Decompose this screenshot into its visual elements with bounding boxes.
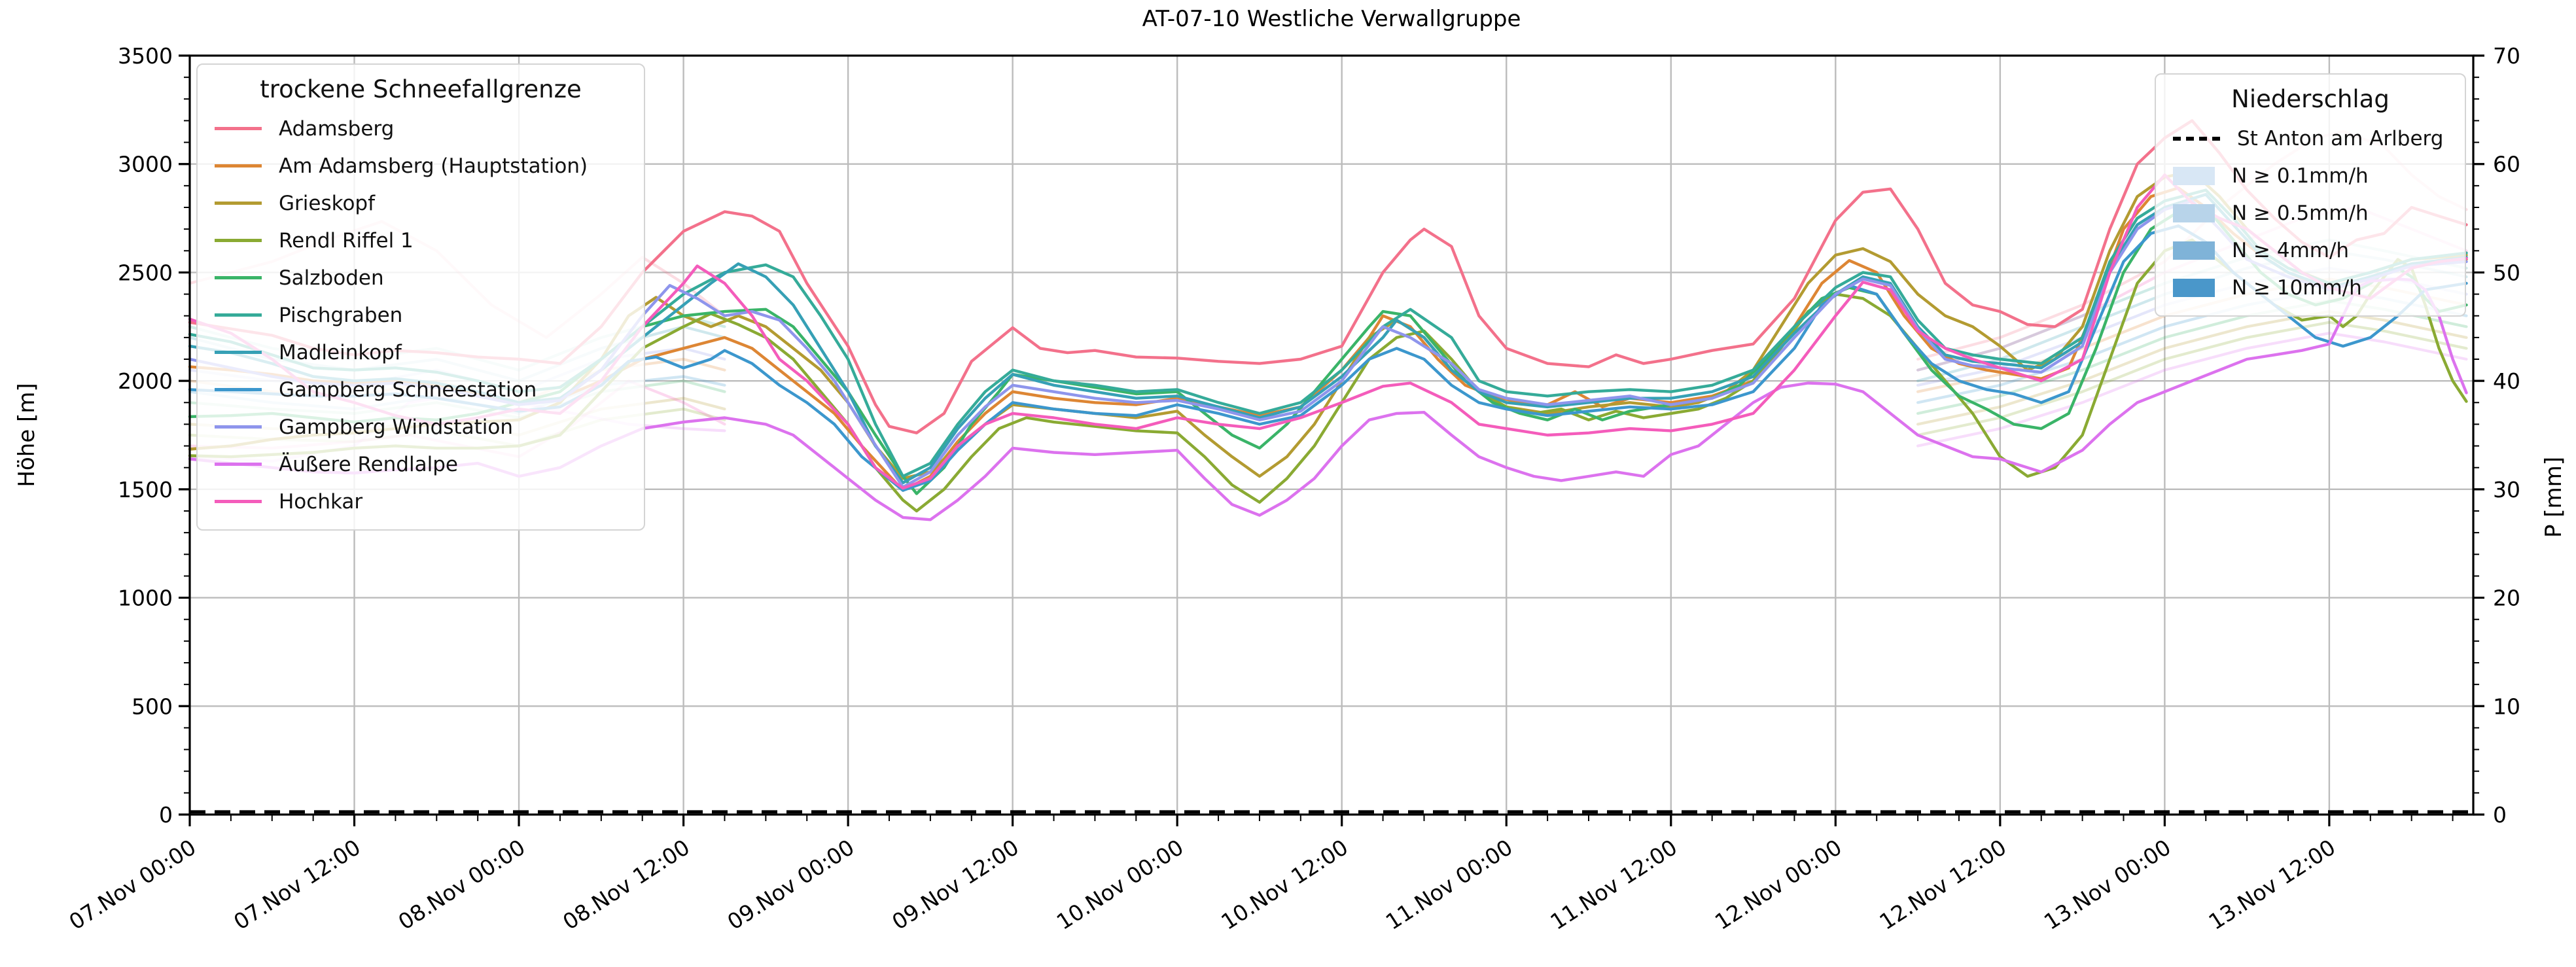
axis-ticks	[179, 54, 2484, 826]
x-tick-label: 07.Nov 00:00	[65, 834, 201, 935]
series-line-Äußere Rendlalpe	[188, 277, 2468, 521]
x-tick-label: 09.Nov 00:00	[723, 834, 859, 935]
legend-item-label: St Anton am Arlberg	[2237, 126, 2444, 150]
x-tick-label: 07.Nov 12:00	[229, 834, 365, 935]
legend-item-Salzboden: Salzboden	[215, 259, 627, 296]
legend-item-Äußere Rendlalpe: Äußere Rendlalpe	[215, 446, 627, 483]
color-patch	[2173, 166, 2215, 185]
line-swatch	[215, 463, 262, 466]
x-tick-label: 09.Nov 12:00	[887, 834, 1023, 935]
line-swatch	[215, 202, 262, 205]
line-swatch	[215, 127, 262, 130]
legend-item-Gampberg Schneestation: Gampberg Schneestation	[215, 371, 627, 408]
line-swatch	[215, 425, 262, 429]
legend-item-station: St Anton am Arlberg	[2173, 120, 2448, 157]
legend-item-label: Gampberg Windstation	[279, 415, 513, 439]
legend-item-Hochkar: Hochkar	[215, 483, 627, 520]
legend-precipitation-title: Niederschlag	[2231, 85, 2390, 113]
right-axis-label: P [mm]	[2541, 457, 2567, 538]
left-tick-label: 2500	[118, 260, 173, 285]
left-tick-label: 1000	[118, 586, 173, 611]
legend-item-Am Adamsberg (Hauptstation): Am Adamsberg (Hauptstation)	[215, 147, 627, 185]
legend-item-label: N ≥ 0.5mm/h	[2232, 201, 2369, 225]
right-tick-label: 40	[2493, 368, 2520, 394]
x-tick-label: 12.Nov 12:00	[1875, 834, 2011, 935]
legend-item-label: Grieskopf	[279, 191, 376, 215]
series-line-Gampberg Schneestation	[188, 224, 2468, 492]
legend-item-label: N ≥ 10mm/h	[2232, 275, 2362, 300]
right-tick-label: 10	[2493, 694, 2520, 719]
legend-item-N ≥ 0.5mm/h: N ≥ 0.5mm/h	[2173, 194, 2448, 232]
right-tick-label: 30	[2493, 477, 2520, 502]
legend-item-Madleinkopf: Madleinkopf	[215, 334, 627, 371]
x-tick-label: 08.Nov 12:00	[558, 834, 694, 935]
dashed-line-swatch	[2173, 136, 2220, 141]
left-tick-label: 3000	[118, 152, 173, 177]
right-tick-label: 50	[2493, 260, 2520, 285]
color-patch	[2173, 278, 2215, 297]
legend-item-N ≥ 4mm/h: N ≥ 4mm/h	[2173, 232, 2448, 269]
right-tick-label: 0	[2493, 802, 2507, 828]
left-tick-label: 3500	[118, 43, 173, 69]
line-swatch	[215, 276, 262, 279]
line-swatch	[215, 164, 262, 167]
legend-item-label: Äußere Rendlalpe	[279, 452, 458, 476]
x-tick-label: 10.Nov 00:00	[1052, 834, 1188, 935]
legend-item-label: Am Adamsberg (Hauptstation)	[279, 154, 588, 178]
x-tick-label: 11.Nov 12:00	[1545, 834, 1682, 935]
color-patch	[2173, 241, 2215, 260]
left-tick-label: 1500	[118, 477, 173, 502]
legend-item-N ≥ 0.1mm/h: N ≥ 0.1mm/h	[2173, 157, 2448, 194]
legend-snowline-items: Adamsberg Am Adamsberg (Hauptstation) Grie…	[215, 110, 627, 520]
legend-item-label: Rendl Riffel 1	[279, 228, 414, 253]
x-tick-label: 13.Nov 12:00	[2204, 834, 2340, 935]
line-swatch	[215, 500, 262, 503]
legend-item-Rendl Riffel 1: Rendl Riffel 1	[215, 222, 627, 259]
legend-item-label: Adamsberg	[279, 116, 395, 141]
legend-item-label: Hochkar	[279, 489, 363, 514]
left-tick-label: 0	[159, 802, 173, 828]
color-patch	[2173, 203, 2215, 222]
legend-item-label: N ≥ 0.1mm/h	[2232, 164, 2369, 188]
x-tick-label: 11.Nov 00:00	[1381, 834, 1517, 935]
x-tick-label: 12.Nov 00:00	[1710, 834, 1846, 935]
x-tick-label: 13.Nov 00:00	[2039, 834, 2176, 935]
legend-item-label: Pischgraben	[279, 303, 403, 327]
legend-precipitation: Niederschlag St Anton am Arlberg N ≥ 0.1…	[2155, 73, 2466, 317]
left-tick-label: 500	[132, 694, 173, 719]
line-swatch	[215, 388, 262, 391]
right-tick-label: 70	[2493, 43, 2520, 69]
x-tick-label: 10.Nov 12:00	[1216, 834, 1352, 935]
legend-item-Gampberg Windstation: Gampberg Windstation	[215, 408, 627, 446]
legend-item-Grieskopf: Grieskopf	[215, 185, 627, 222]
ghost-line-Grieskopf	[1916, 310, 2468, 426]
right-tick-label: 60	[2493, 152, 2520, 177]
legend-snowline: trockene Schneefallgrenze Adamsberg Am Ad…	[196, 63, 645, 531]
legend-item-label: Gampberg Schneestation	[279, 378, 537, 402]
legend-snowline-title: trockene Schneefallgrenze	[260, 75, 582, 103]
plot-border	[188, 54, 2475, 816]
legend-item-label: Madleinkopf	[279, 340, 402, 364]
legend-precipitation-items: N ≥ 0.1mm/h N ≥ 0.5mm/h N ≥ 4mm/h N ≥ 10mm/…	[2173, 157, 2448, 306]
line-swatch	[215, 313, 262, 317]
left-tick-label: 2000	[118, 368, 173, 394]
legend-item-label: Salzboden	[279, 266, 384, 290]
ghost-line-Rendl Riffel 1	[1916, 321, 2468, 437]
left-axis-label: Höhe [m]	[14, 383, 40, 487]
line-swatch	[215, 239, 262, 242]
series-line-Adamsberg	[188, 119, 2468, 434]
legend-item-N ≥ 10mm/h: N ≥ 10mm/h	[2173, 269, 2448, 306]
legend-item-Adamsberg: Adamsberg	[215, 110, 627, 147]
x-tick-label: 08.Nov 00:00	[394, 834, 530, 935]
chart-title: AT-07-10 Westliche Verwallgruppe	[1142, 6, 1521, 32]
legend-item-Pischgraben: Pischgraben	[215, 296, 627, 334]
line-swatch	[215, 351, 262, 354]
series-line-Grieskopf	[188, 170, 2468, 480]
legend-item-label: N ≥ 4mm/h	[2232, 238, 2350, 262]
right-tick-label: 20	[2493, 586, 2520, 611]
